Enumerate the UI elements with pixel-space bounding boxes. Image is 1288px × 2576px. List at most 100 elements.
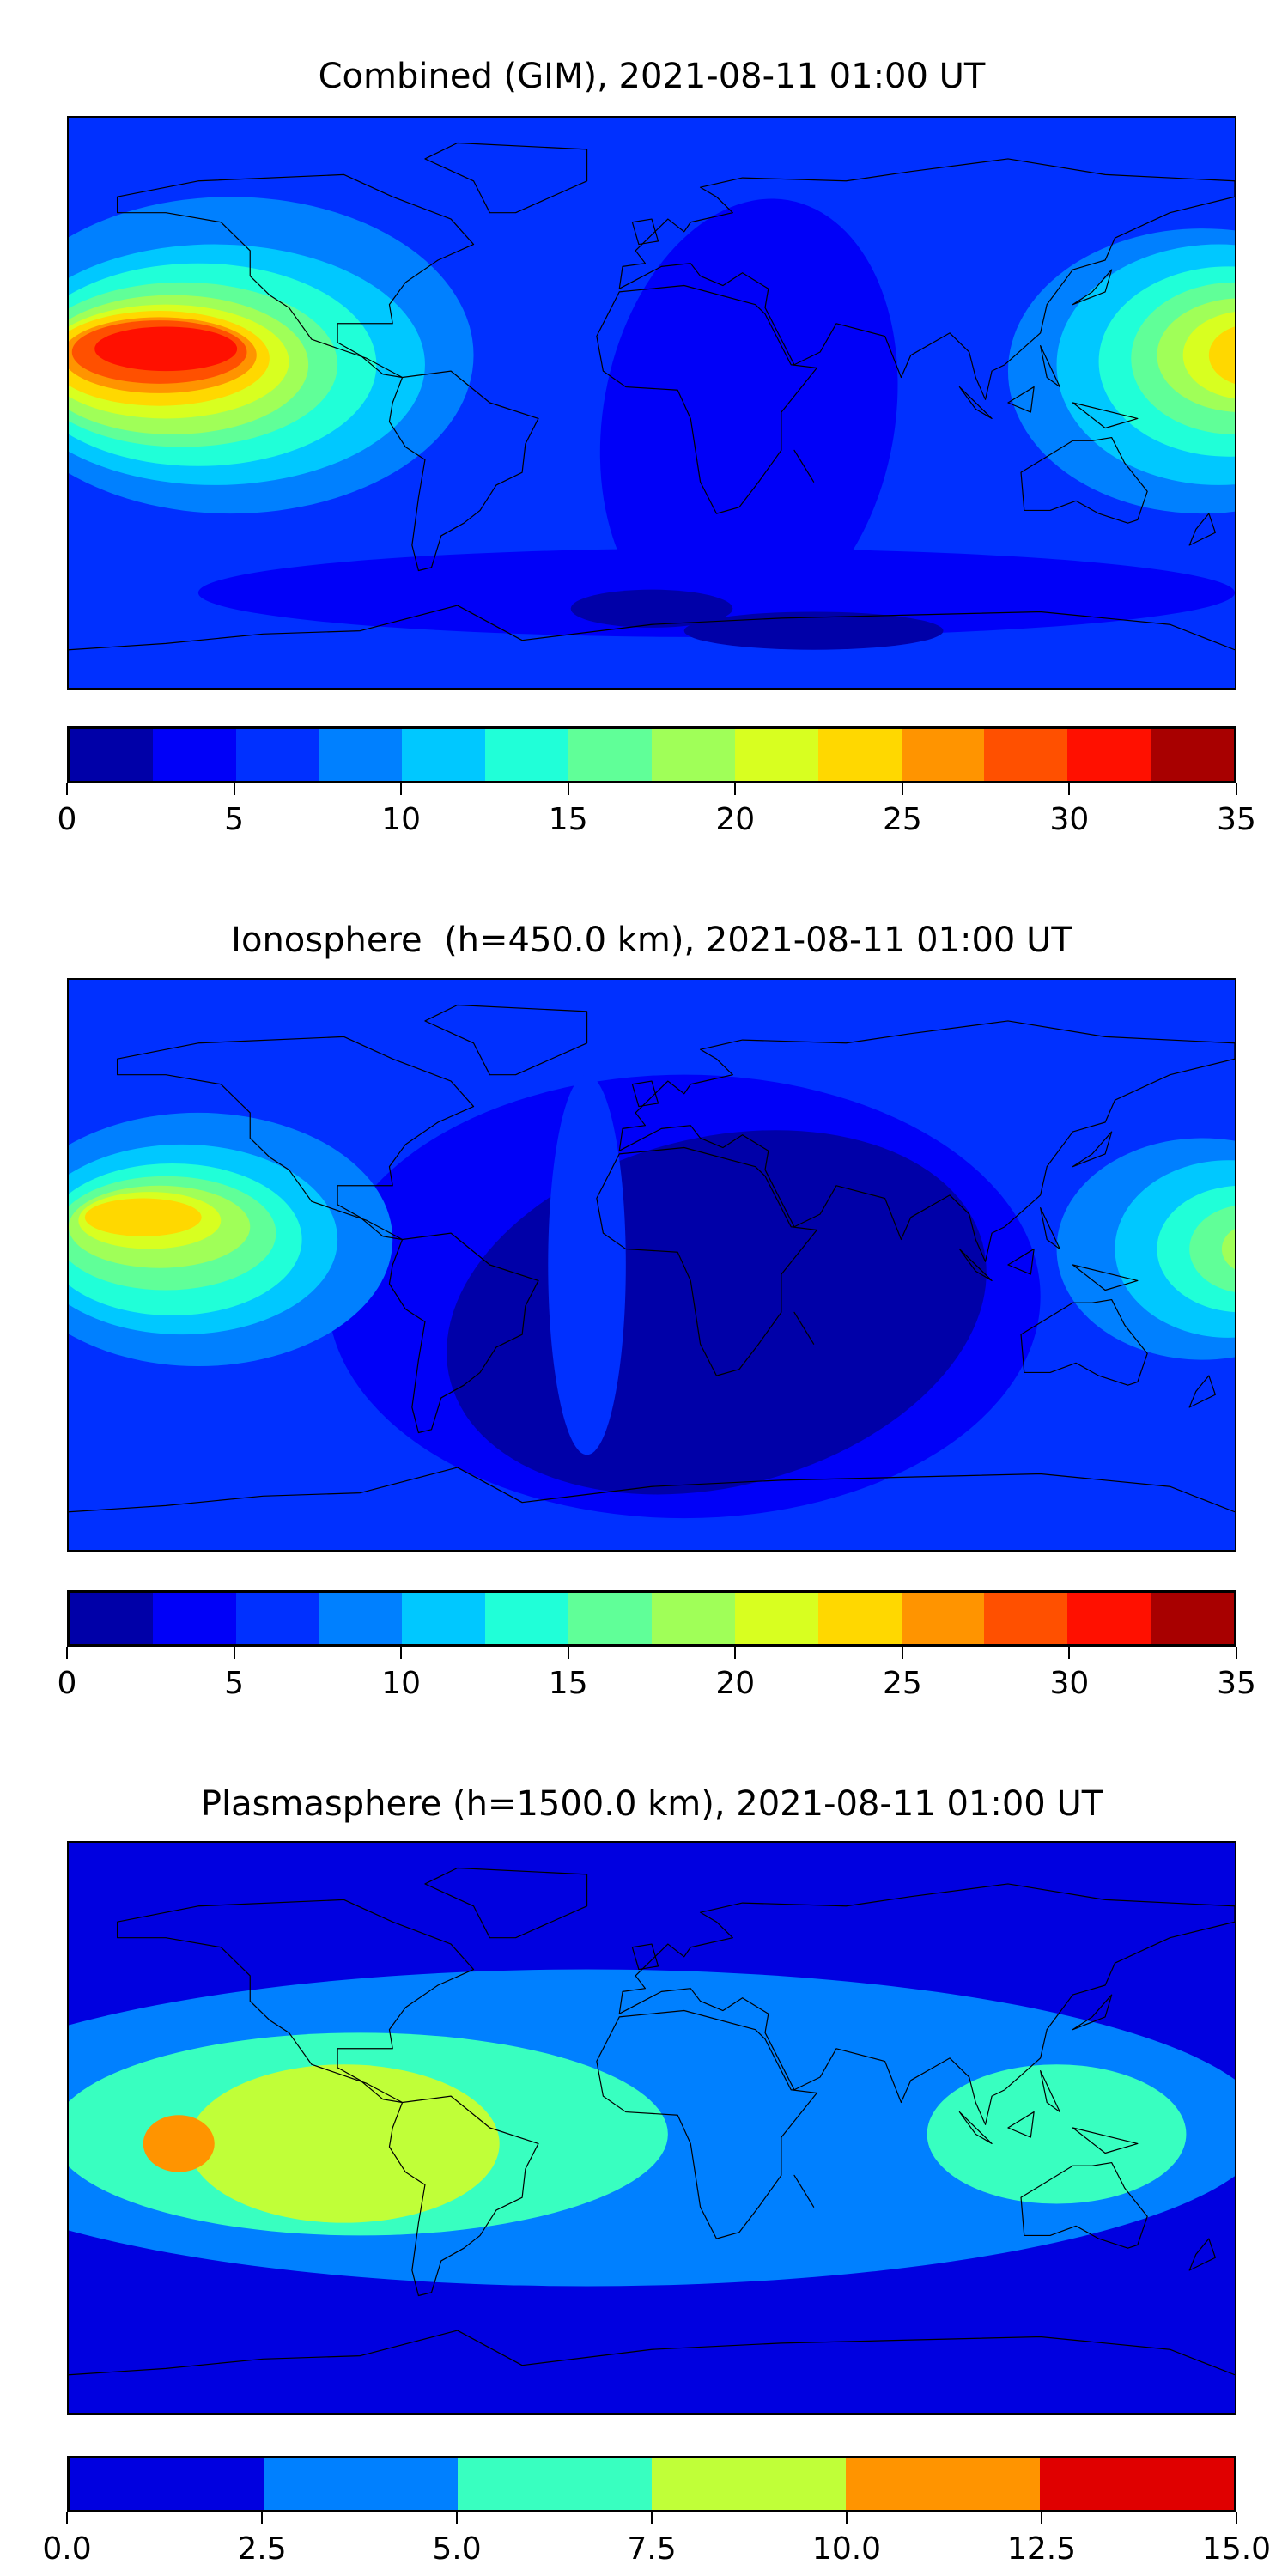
colorbar-segment [458,2458,652,2510]
map-plasmasphere [67,1841,1236,2415]
colorbar-ticks-ionosphere: 0 5 10 15 20 25 30 35 [58,1647,1256,1707]
coastline [69,1467,1235,1512]
colorbar-segment [817,1593,902,1644]
colorbar-tick [233,783,235,795]
colorbar-tick-label: 5.0 [432,2531,482,2567]
colorbar-segment [70,1593,153,1644]
colorbar-tick [1068,1647,1071,1659]
coastline [794,2175,1215,2270]
colorbar-segment [568,729,653,781]
colorbar-segment [1040,2458,1234,2510]
coastline [389,2096,538,2295]
colorbar-tick-label: 10 [381,1666,422,1701]
colorbar-segment [568,1593,653,1644]
colorbar-segment [734,729,818,781]
colorbar-tick-label: 5 [224,1666,245,1701]
colorbar-segment [319,729,403,781]
colorbar-tick-label: 35 [1217,1666,1256,1701]
coastline [959,1208,1137,1291]
colorbar-segment [70,2458,264,2510]
contour-region [1189,1206,1235,1292]
colorbar-tick [567,1647,569,1659]
coastline [389,371,538,570]
colorbar-segment [235,1593,319,1644]
colorbar-tick [400,783,403,795]
colorbar-tick [846,2512,848,2524]
contour-region [570,589,733,628]
colorbar-tick-label: 15 [548,1666,588,1701]
contour-region [548,1074,626,1455]
contour-region [1208,326,1235,384]
colorbar-tick [651,2512,653,2524]
colorbar-tick [66,783,68,795]
coastline [1021,1300,1147,1386]
coastline [632,1081,658,1107]
colorbar-tick [901,783,903,795]
colorbar-tick [1068,783,1071,795]
colorbar-segment [1067,729,1151,781]
colorbar-ionosphere [67,1590,1236,1647]
coastline [425,1868,587,1938]
coastline [632,219,658,245]
coastline [1021,438,1147,524]
contour-region [683,611,944,650]
colorbar-tick-label: 5 [224,802,245,837]
contour-region [84,1198,202,1236]
coastline [794,1312,1215,1407]
colorbar-tick [66,1647,68,1659]
coastline [1072,1132,1111,1167]
colorbar-segment [846,2458,1040,2510]
colorbar-tick-label: 12.5 [1006,2531,1077,2567]
colorbar-ticks-combined: 0 5 10 15 20 25 30 35 [58,783,1256,843]
colorbar-tick-label: 15 [548,802,588,837]
coastline [619,1021,1235,1261]
map-title-ionosphere: Ionosphere (h=450.0 km), 2021-08-11 01:0… [231,920,1072,960]
colorbar-segment [319,1593,403,1644]
colorbar-tick-label: 7.5 [627,2531,677,2567]
map-title-plasmasphere: Plasmasphere (h=1500.0 km), 2021-08-11 0… [200,1784,1103,1824]
colorbar-tick-label: 20 [715,802,756,837]
colorbar-tick [1041,2512,1042,2524]
coastline [959,346,1137,428]
colorbar-segment [70,729,153,781]
colorbar-tick [1236,783,1237,795]
colorbar-tick-label: 0 [57,1666,77,1701]
colorbar-tick-label: 0.0 [42,2531,92,2567]
contour-region [197,548,1235,637]
colorbar-tick-label: 25 [882,802,922,837]
coastline [69,2330,1235,2375]
coastline [389,1233,538,1432]
colorbar-segment [984,729,1068,781]
map-combined [67,116,1236,690]
coastline [619,1884,1235,2124]
colorbar-tick [1236,2512,1237,2524]
contour-region [94,326,238,372]
colorbar-segment [264,2458,458,2510]
coastline [794,450,1215,545]
colorbar-tick-label: 2.5 [237,2531,287,2567]
colorbar-tick [734,783,737,795]
colorbar-tick [567,783,569,795]
colorbar-tick [233,1647,235,1659]
colorbar-tick-label: 10.0 [811,2531,882,2567]
colorbar-tick [66,2512,68,2524]
colorbar-tick [261,2512,263,2524]
colorbar-tick [1236,1647,1237,1659]
colorbar-segment [734,1593,818,1644]
colorbar-segment [152,729,236,781]
colorbar-tick-label: 30 [1049,802,1090,837]
coastline [632,1944,658,1970]
contour-region [188,2064,500,2223]
coastline [597,286,817,514]
colorbar-segment [152,1593,236,1644]
colorbar-segment [652,729,735,781]
colorbar-tick-label: 25 [882,1666,922,1701]
colorbar-tick [400,1647,403,1659]
map-ionosphere [67,978,1236,1552]
colorbar-tick [734,1647,737,1659]
colorbar-tick [456,2512,458,2524]
coastline [1072,270,1111,305]
colorbar-segment [485,1593,569,1644]
colorbar-segment [817,729,902,781]
coastline [69,605,1235,650]
